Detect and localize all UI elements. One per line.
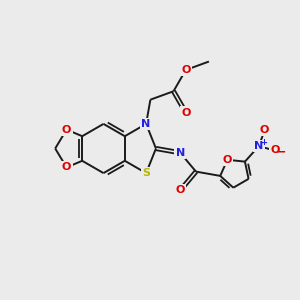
- Text: O: O: [270, 145, 280, 155]
- Text: O: O: [223, 155, 232, 165]
- Text: O: O: [176, 185, 185, 196]
- Text: N: N: [254, 141, 263, 151]
- Text: O: O: [62, 124, 71, 135]
- Text: S: S: [142, 168, 150, 178]
- Text: −: −: [276, 146, 286, 159]
- Text: O: O: [259, 125, 269, 135]
- Text: N: N: [176, 148, 185, 158]
- Text: +: +: [260, 138, 267, 147]
- Text: O: O: [181, 108, 190, 118]
- Text: O: O: [181, 65, 190, 75]
- Text: O: O: [62, 162, 71, 172]
- Text: N: N: [142, 119, 151, 129]
